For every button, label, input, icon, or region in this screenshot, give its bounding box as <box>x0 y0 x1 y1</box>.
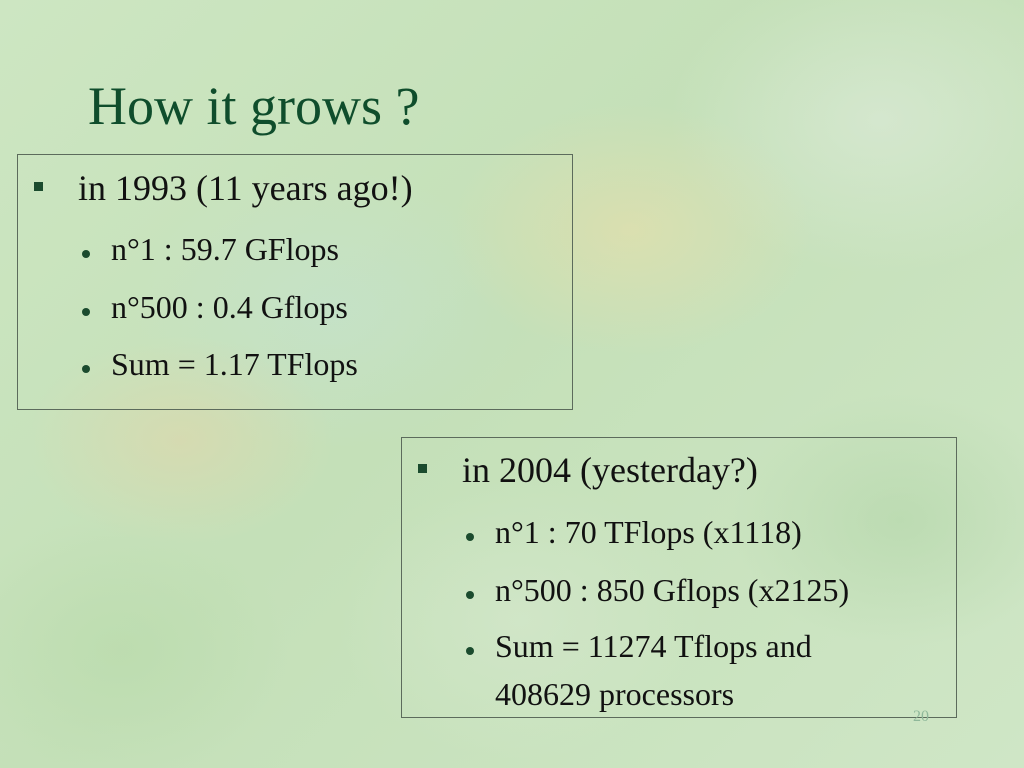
box-2004 <box>401 437 957 718</box>
dot-bullet-icon <box>82 365 90 373</box>
item-1993-rank1: n°1 : 59.7 GFlops <box>111 231 339 267</box>
item-1993-rank500: n°500 : 0.4 Gflops <box>111 289 348 325</box>
item-1993-sum: Sum = 1.17 TFlops <box>111 346 358 382</box>
dot-bullet-icon <box>466 533 474 541</box>
item-2004-rank1: n°1 : 70 TFlops (x1118) <box>495 514 802 550</box>
dot-bullet-icon <box>82 250 90 258</box>
item-2004-processors: 408629 processors <box>495 676 735 712</box>
heading-2004: in 2004 (yesterday?) <box>462 450 758 490</box>
dot-bullet-icon <box>82 308 90 316</box>
item-2004-sum: Sum = 11274 Tflops and <box>495 628 812 664</box>
dot-bullet-icon <box>466 591 474 599</box>
square-bullet-icon <box>418 464 427 473</box>
slide-title: How it grows ? <box>88 76 420 136</box>
heading-1993: in 1993 (11 years ago!) <box>78 168 413 208</box>
square-bullet-icon <box>34 182 43 191</box>
box-1993 <box>17 154 573 410</box>
slide-number: 20 <box>913 708 929 725</box>
item-2004-rank500: n°500 : 850 Gflops (x2125) <box>495 572 850 608</box>
dot-bullet-icon <box>466 647 474 655</box>
